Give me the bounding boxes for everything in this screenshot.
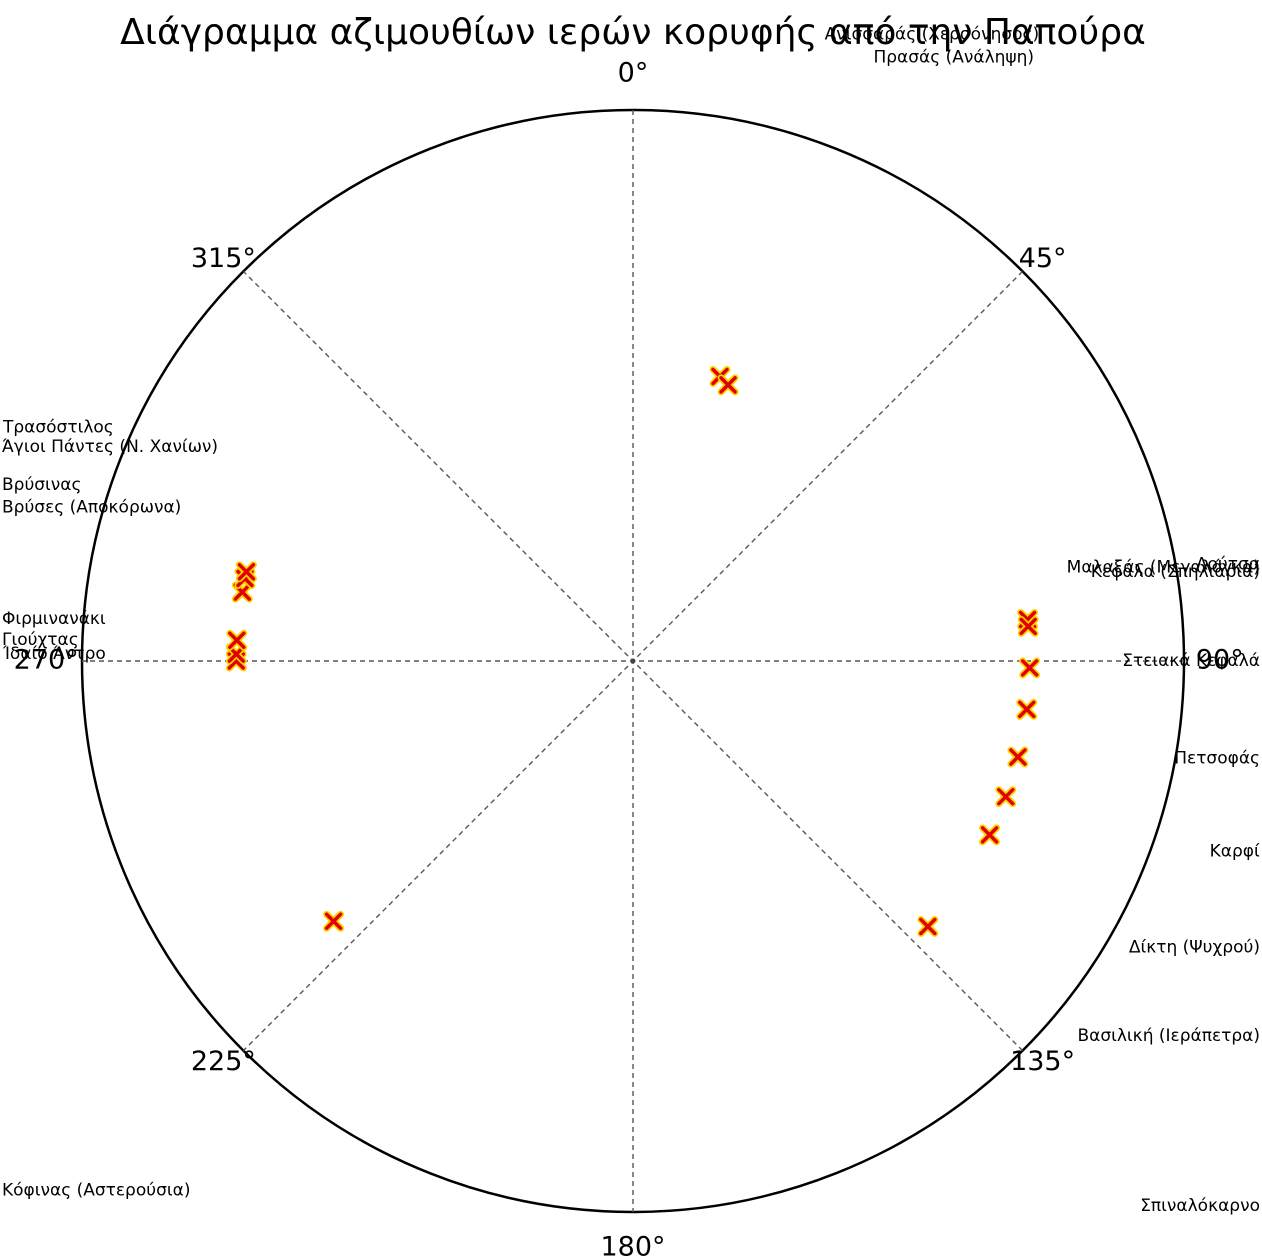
data-point-7	[995, 786, 1017, 808]
peak-label-9: Βασιλική (Ιεράπετρα)	[1077, 1026, 1260, 1046]
data-point-13	[226, 629, 248, 651]
peak-label-8: Δίκτη (Ψυχρού)	[1129, 937, 1260, 957]
tick-label-4: 225°	[191, 1046, 256, 1077]
tick-label-1: 45°	[1019, 243, 1067, 274]
data-points	[225, 365, 1041, 937]
data-point-3	[1017, 615, 1039, 637]
tick-label-5: 270°	[14, 645, 79, 676]
tick-label-0: 0°	[618, 58, 649, 89]
peak-label-12: Ίδαίο Άντρο	[2, 644, 106, 664]
data-point-5	[1016, 698, 1038, 720]
peak-label-3: Μαλαξάς (Μεγαλόγκα)	[1067, 557, 1260, 577]
peak-label-2: Κεφάλα (Σπηλιάρια)	[1091, 562, 1260, 582]
data-point-4	[1019, 657, 1041, 679]
data-point-9	[917, 915, 939, 937]
tick-label-6: 315°	[191, 243, 256, 274]
peak-label-1: Πρασάς (Ανάληψη)	[873, 48, 1034, 68]
peak-label-13: Γιούχτας	[2, 630, 79, 650]
data-point-16	[235, 561, 257, 583]
peak-label-7: Καρφί	[1210, 842, 1260, 862]
peak-label-0: Ανισσαράς (Χερσόνησος)	[825, 24, 1040, 44]
data-point-6	[1007, 746, 1029, 768]
peak-label-14: Φιρμινανάκι	[2, 609, 106, 629]
center-point	[630, 658, 636, 664]
tick-label-2: 135°	[1010, 1046, 1075, 1077]
angular-tick-labels: 0° 45° 135° 180° 225° 270° 315° 90°	[14, 58, 1244, 1260]
data-point-8	[979, 824, 1001, 846]
peak-label-5: Στειακά Κεφαλά	[1122, 651, 1260, 671]
data-point-10	[323, 910, 345, 932]
tick-label-3: 180°	[600, 1231, 665, 1260]
peak-label-15: Βρύσες (Αποκόρωνα)	[2, 498, 181, 518]
peak-labels: Ανισσαράς (Χερσόνησος) Πρασάς (Ανάληψη) Κε…	[2, 24, 1260, 1216]
tick-label-7: 90°	[1196, 645, 1244, 676]
peak-label-17: Άγιοι Πάντες (Ν. Χανίων)	[2, 437, 218, 457]
chart-title: Διάγραμμα αζιμουθίων ιερών κορυφής από τ…	[120, 12, 1146, 53]
peak-label-11: Κόφινας (Αστερούσια)	[2, 1180, 190, 1200]
data-point-1	[717, 374, 739, 396]
peak-label-4: Λούτσα	[1196, 554, 1260, 574]
peak-label-16: Βρύσινας	[2, 475, 82, 495]
peak-label-10: Σπιναλόκαρνο	[1140, 1196, 1260, 1216]
peak-label-6: Πετσοφάς	[1174, 748, 1260, 768]
peak-label-18: Τρασόστιλος	[2, 417, 114, 437]
